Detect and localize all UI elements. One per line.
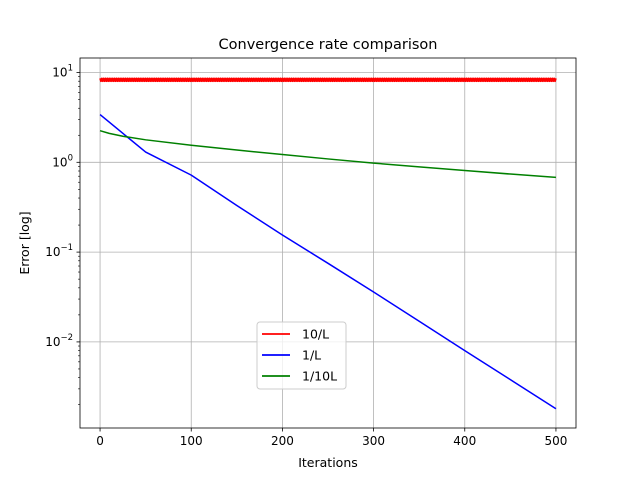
x-axis-label: Iterations [298,455,358,470]
x-tick-label: 0 [96,434,104,448]
y-tick-label: 10−1 [45,243,73,259]
x-tick-label: 500 [544,434,567,448]
legend-box [256,321,347,390]
y-tick-label: 10−2 [45,333,73,349]
y-axis: 101 100 10−1 10−2 [45,63,80,349]
x-tick-label: 400 [453,434,476,448]
series-line-3 [99,129,556,179]
series-line-1 [99,77,557,83]
legend-label: 10/L [302,327,329,342]
x-tick-label: 200 [271,434,294,448]
y-tick-label: 101 [52,63,73,79]
x-tick-label: 300 [362,434,385,448]
legend-label: 1/10L [302,369,337,384]
legend-label: 1/L [302,348,321,363]
plot-frame [79,57,577,429]
legend: 10/L 1/L 1/10L [256,321,347,390]
x-tick-label: 100 [180,434,203,448]
x-axis: 0 100 200 300 400 500 [96,428,567,448]
chart-title: Convergence rate comparison [219,37,438,53]
y-tick-label: 100 [52,153,73,169]
grid-lines [80,58,576,428]
series-line-2 [99,113,557,410]
series-layer [99,77,557,410]
y-axis-label: Error [log] [17,211,32,274]
